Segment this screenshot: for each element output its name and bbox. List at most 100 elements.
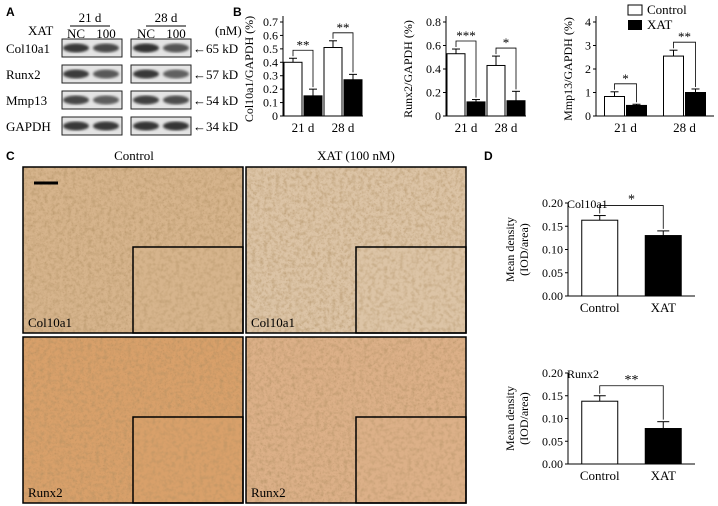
y-tick-label: 0.15 — [542, 219, 563, 233]
chart-runx2-density: 0.00 0.05 0.10 0.15 0.20 Runx2 Mean density (IO… — [503, 366, 695, 483]
y-tick-label: 0.00 — [542, 457, 563, 471]
histology-image-runx2-control: Runx2 — [22, 336, 244, 504]
blot-strip — [61, 64, 123, 84]
chart-title: Runx2 — [567, 367, 599, 381]
bar-xat — [644, 235, 682, 297]
x-tick-label: 21 d — [455, 120, 478, 135]
blot-arrow: ← — [193, 93, 206, 108]
y-axis-label: Mean density — [503, 217, 517, 282]
y-tick-label: 3 — [585, 39, 591, 53]
y-tick-label: 0.20 — [542, 366, 563, 380]
histology-image-col10a1-control: Col10a1 — [22, 166, 244, 334]
blot-lane-100-21d: 100 — [96, 26, 116, 41]
y-tick-label: 0.8 — [426, 15, 441, 29]
y-tick-label: 0.6 — [426, 39, 441, 53]
histology-label: Col10a1 — [251, 315, 295, 330]
panel-label-c: C — [6, 149, 15, 163]
blot-protein-runx2: Runx2 — [6, 67, 41, 82]
bar-control — [581, 219, 619, 297]
y-tick-label: 0.4 — [426, 62, 441, 76]
chart-legend: Control XAT — [627, 2, 687, 32]
histology-label: Col10a1 — [28, 315, 72, 330]
histology-title-control: Control — [114, 148, 154, 163]
blot-size-col10a1: 65 kD — [206, 41, 238, 56]
bar-control — [486, 64, 506, 117]
y-tick-label: 0.10 — [542, 243, 563, 257]
x-tick-label: 28 d — [495, 120, 518, 135]
legend-swatch-control — [627, 4, 643, 16]
y-tick-label: 4 — [585, 15, 591, 29]
y-axis-label: Mmp13/GAPDH (%) — [561, 17, 575, 121]
blot-size-runx2: 57 kD — [206, 67, 238, 82]
y-tick-label: 1 — [585, 86, 591, 100]
blot-strip — [61, 116, 123, 136]
y-tick-label: 0.05 — [542, 266, 563, 280]
blot-band — [163, 95, 189, 105]
significance-bracket — [495, 47, 517, 90]
blot-protein-col10a1: Col10a1 — [6, 41, 50, 56]
y-tick-label: 0.15 — [542, 389, 563, 403]
y-tick-label: 0.7 — [263, 15, 278, 29]
blot-time-21d: 21 d — [79, 10, 102, 25]
y-tick-label: 0.05 — [542, 434, 563, 448]
y-axis-label-unit: (IOD/area) — [517, 392, 531, 445]
blot-arrow: ← — [193, 119, 206, 134]
chart-col10a1-density: 0.00 0.05 0.10 0.15 0.20 Col10a1 Mean density(… — [503, 193, 695, 315]
bar-xat — [343, 79, 363, 117]
y-axis-label-unit: (IOD/area) — [517, 223, 531, 276]
panel-b-bar-charts: B Control XAT 00.10.20.30.40.50.60.7Col1… — [233, 2, 714, 135]
chart-title: Col10a1 — [567, 197, 608, 211]
blot-protein-gapdh: GAPDH — [6, 119, 51, 134]
x-tick-label: 21 d — [614, 120, 637, 135]
x-tick-label: Control — [580, 468, 620, 483]
y-tick-label: 0.1 — [263, 96, 278, 110]
blot-lane-nc-28d: NC — [137, 26, 155, 41]
significance-stars: ** — [297, 37, 310, 52]
significance-stars: ** — [625, 373, 639, 388]
y-tick-label: 0 — [435, 109, 441, 123]
histology-image-col10a1-xat: Col10a1 — [245, 166, 467, 334]
significance-stars: * — [503, 35, 510, 50]
x-tick-label: Control — [580, 300, 620, 315]
blot-band — [163, 43, 189, 53]
significance-bracket — [673, 41, 696, 87]
legend-swatch-xat — [628, 20, 642, 30]
bar-control — [604, 95, 625, 117]
panel-a-western-blot: A XAT 21 d 28 d NC 100 NC 100 (nM) Col10… — [6, 5, 242, 136]
blot-band — [133, 95, 159, 105]
blot-xat-label: XAT — [28, 23, 53, 38]
y-axis-label: Runx2/GAPDH (%) — [401, 20, 415, 118]
y-axis-label: Col10a1/GAPDH (%) — [242, 16, 256, 122]
significance-stars: * — [628, 193, 635, 208]
blot-strip — [61, 90, 123, 110]
bar-xat — [466, 101, 486, 117]
y-tick-label: 0.2 — [263, 82, 278, 96]
panel-label-d: D — [484, 149, 493, 163]
significance-stars: ** — [337, 20, 350, 35]
significance-bracket — [614, 83, 637, 103]
blot-strip — [61, 38, 123, 58]
legend-label-xat: XAT — [647, 17, 672, 32]
blot-band — [163, 69, 189, 79]
blot-band — [93, 121, 119, 131]
chart-runx2-gapdh: 0 0.2 0.4 0.6 0.8 Runx2/GAPDH (%) 21 d *** 28 d * — [401, 15, 526, 135]
legend-label-control: Control — [647, 2, 687, 17]
blot-protein-mmp13: Mmp13 — [6, 93, 47, 108]
bar-control — [446, 53, 466, 117]
blot-band — [63, 95, 89, 105]
bar-xat — [644, 428, 682, 465]
blot-arrow: ← — [193, 41, 206, 56]
significance-bracket — [332, 32, 354, 73]
bar-xat — [303, 95, 323, 117]
y-tick-label: 0.3 — [263, 69, 278, 83]
blot-band — [93, 69, 119, 79]
bar-xat — [626, 104, 647, 117]
y-tick-label: 0.2 — [426, 86, 441, 100]
blot-lane-100-28d: 100 — [166, 26, 186, 41]
y-tick-label: 0 — [585, 109, 591, 123]
blot-band — [133, 43, 159, 53]
x-tick-label: XAT — [651, 300, 676, 315]
blot-unit: (nM) — [215, 23, 242, 38]
y-tick-label: 0.6 — [263, 28, 278, 42]
significance-stars: ** — [678, 29, 691, 44]
